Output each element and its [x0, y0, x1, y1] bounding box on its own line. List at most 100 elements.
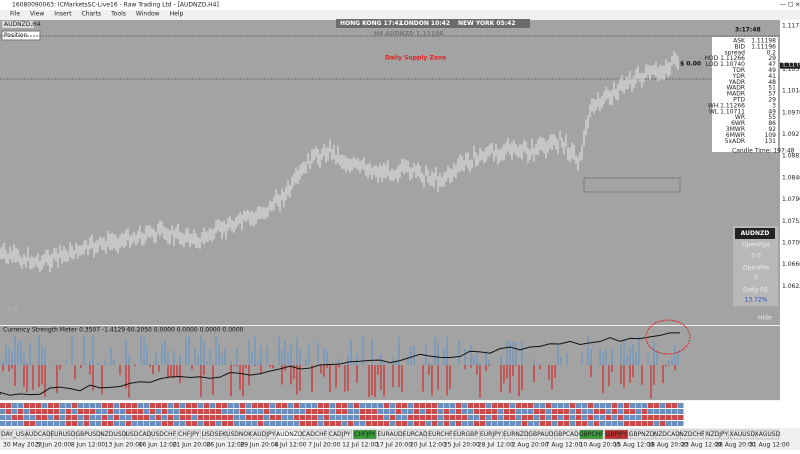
- symbol-tab-label: GBPUSD: [75, 431, 101, 438]
- heat-cell: [150, 421, 156, 426]
- heat-cell: [486, 409, 492, 414]
- heat-cell: [510, 415, 516, 420]
- strength-bar: [590, 349, 592, 365]
- strength-bar: [587, 335, 589, 365]
- heat-cell: [312, 403, 318, 408]
- strength-bar: [14, 336, 16, 365]
- heat-cell: [330, 409, 336, 414]
- heat-cell: [582, 403, 588, 408]
- heat-cell: [6, 421, 12, 426]
- heat-cell: [384, 415, 390, 420]
- heat-cell: [264, 415, 270, 420]
- heat-cell: [234, 409, 240, 414]
- strength-bar: [458, 341, 460, 365]
- heat-cell: [414, 415, 420, 420]
- weakness-bar: [296, 365, 298, 395]
- heat-cell: [636, 415, 642, 420]
- heat-cell: [342, 421, 348, 426]
- heat-cell: [30, 409, 36, 414]
- heat-cell: [618, 415, 624, 420]
- heat-cell: [390, 421, 396, 426]
- weakness-bar: [503, 365, 505, 383]
- heat-cell: [510, 409, 516, 414]
- heat-cell: [12, 415, 18, 420]
- weakness-bar: [548, 365, 550, 380]
- strength-bar: [5, 345, 7, 365]
- heat-cell: [246, 409, 252, 414]
- menu-item[interactable]: File: [10, 11, 20, 18]
- weakness-bar: [11, 365, 13, 369]
- heat-cell: [666, 403, 672, 408]
- menu-item[interactable]: Charts: [82, 11, 102, 18]
- menu-item[interactable]: Tools: [110, 11, 126, 18]
- heat-cell: [252, 403, 258, 408]
- heat-cell: [228, 415, 234, 420]
- heat-cell: [54, 415, 60, 420]
- symbol-tab-label: CADCHF: [302, 431, 328, 438]
- strength-bar: [290, 344, 292, 365]
- weakness-bar: [32, 365, 34, 390]
- strength-bar: [638, 337, 640, 365]
- strength-bar: [653, 341, 655, 365]
- heat-cell: [264, 403, 270, 408]
- heat-cell: [12, 409, 18, 414]
- heat-cell: [324, 415, 330, 420]
- menu-item[interactable]: Window: [136, 11, 160, 18]
- weakness-bar: [428, 365, 430, 375]
- date-label: 29 Jun 20:00: [240, 442, 278, 449]
- window-controls[interactable]: — ☐ ✕: [780, 2, 800, 9]
- heat-cell: [672, 409, 678, 414]
- heat-cell: [486, 403, 492, 408]
- heat-cell: [366, 421, 372, 426]
- weakness-bar: [641, 365, 643, 385]
- weakness-bar: [347, 365, 349, 391]
- heat-cell: [642, 415, 648, 420]
- menu-item[interactable]: Insert: [54, 11, 72, 18]
- heat-cell: [408, 421, 414, 426]
- heat-cell: [510, 421, 516, 426]
- heat-cell: [678, 409, 684, 414]
- heat-cell: [636, 403, 642, 408]
- menu-item[interactable]: View: [30, 11, 44, 18]
- heat-cell: [516, 415, 522, 420]
- heat-cell: [240, 409, 246, 414]
- heat-cell: [156, 403, 162, 408]
- heat-cell: [516, 409, 522, 414]
- heat-cell: [540, 421, 546, 426]
- hide-button[interactable]: Hide: [758, 315, 772, 322]
- heat-cell: [414, 403, 420, 408]
- heat-cell: [114, 403, 120, 408]
- heat-cell: [48, 409, 54, 414]
- strength-bar: [647, 355, 649, 365]
- symbol-tab-label: EURAUD: [377, 431, 403, 438]
- heat-cell: [234, 415, 240, 420]
- heat-cell: [246, 403, 252, 408]
- heat-cell: [390, 409, 396, 414]
- heat-cell: [90, 421, 96, 426]
- menu-item[interactable]: Help: [170, 11, 184, 18]
- strength-bar: [299, 349, 301, 365]
- heat-cell: [600, 415, 606, 420]
- heat-cell: [90, 409, 96, 414]
- heat-cell: [492, 403, 498, 408]
- heat-cell: [42, 409, 48, 414]
- heat-cell: [300, 421, 306, 426]
- heat-cell: [36, 421, 42, 426]
- strength-bar: [215, 336, 217, 365]
- strength-bar: [434, 337, 436, 365]
- strength-bar: [626, 355, 628, 365]
- heat-cell: [528, 421, 534, 426]
- weakness-bar: [23, 365, 25, 387]
- heat-cell: [450, 403, 456, 408]
- weakness-bar: [2, 365, 4, 371]
- heat-cell: [216, 415, 222, 420]
- heat-cell: [408, 403, 414, 408]
- weakness-bar: [323, 365, 325, 377]
- heat-cell: [60, 421, 66, 426]
- heat-cell: [66, 409, 72, 414]
- heat-cell: [180, 403, 186, 408]
- heat-cell: [672, 421, 678, 426]
- strength-bar: [44, 348, 46, 365]
- heat-cell: [168, 415, 174, 420]
- heat-cell: [450, 409, 456, 414]
